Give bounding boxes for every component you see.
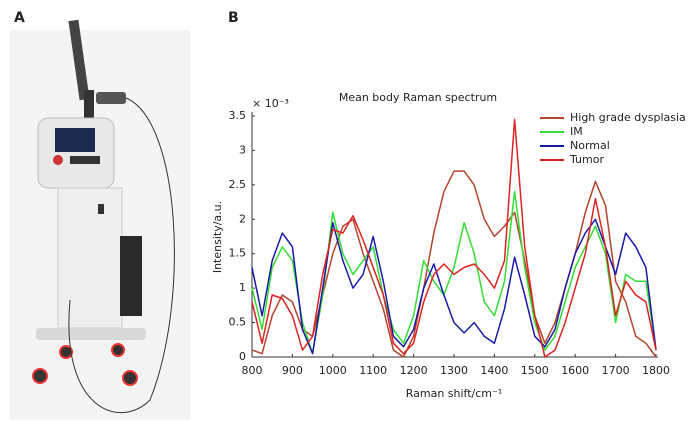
x-tick-label: 1200 bbox=[400, 364, 428, 377]
x-tick-label: 1300 bbox=[440, 364, 468, 377]
y-tick-label: 1.5 bbox=[229, 247, 247, 260]
series-line bbox=[251, 218, 657, 355]
series-line bbox=[251, 190, 657, 355]
legend-label: High grade dysplasia bbox=[570, 111, 686, 124]
y-tick-label: 0.5 bbox=[229, 316, 247, 329]
x-tick-label: 1000 bbox=[319, 364, 347, 377]
y-multiplier: × 10⁻³ bbox=[252, 97, 289, 110]
y-tick-label: 2 bbox=[239, 212, 246, 225]
x-tick-label: 800 bbox=[242, 364, 263, 377]
legend-label: IM bbox=[570, 125, 583, 138]
device-illustration bbox=[10, 19, 190, 420]
x-tick-label: 1400 bbox=[480, 364, 508, 377]
y-tick-label: 3.5 bbox=[229, 109, 247, 122]
series-line bbox=[251, 118, 657, 358]
legend-label: Normal bbox=[570, 139, 610, 152]
y-tick-label: 1 bbox=[239, 281, 246, 294]
y-tick-label: 0 bbox=[239, 350, 246, 363]
x-axis-label: Raman shift/cm⁻¹ bbox=[406, 387, 503, 400]
x-tick-label: 1800 bbox=[642, 364, 670, 377]
chart-title: Mean body Raman spectrum bbox=[339, 91, 497, 104]
x-tick-label: 1500 bbox=[521, 364, 549, 377]
panel-label: A bbox=[14, 10, 25, 26]
x-tick-label: 900 bbox=[282, 364, 303, 377]
x-tick-label: 1600 bbox=[561, 364, 589, 377]
x-tick-label: 1700 bbox=[602, 364, 630, 377]
y-tick-label: 3 bbox=[239, 143, 246, 156]
y-tick-label: 2.5 bbox=[229, 178, 247, 191]
y-axis-label: Intensity/a.u. bbox=[211, 201, 224, 273]
legend-label: Tumor bbox=[569, 153, 604, 166]
x-tick-label: 1100 bbox=[359, 364, 387, 377]
panel-label: B bbox=[228, 10, 239, 26]
